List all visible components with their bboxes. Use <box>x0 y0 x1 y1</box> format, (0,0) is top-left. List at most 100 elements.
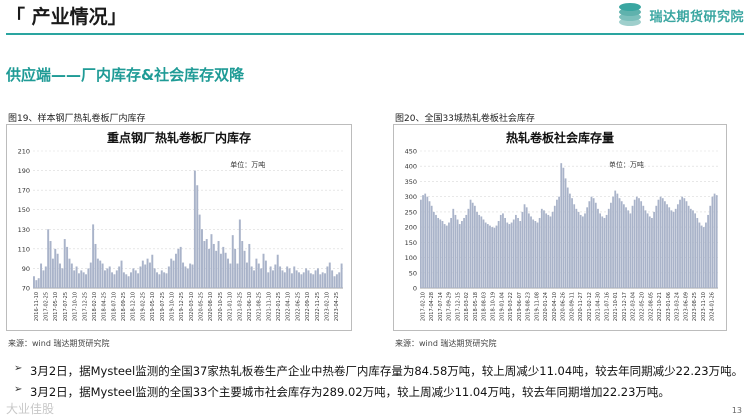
data-bar <box>504 217 506 288</box>
data-bar <box>536 222 539 288</box>
data-bar <box>456 219 459 288</box>
brand-name: 瑞达期货研究院 <box>649 9 744 25</box>
data-bar <box>300 274 303 288</box>
data-bar <box>607 208 610 288</box>
data-bar <box>130 272 132 288</box>
data-bar <box>165 273 168 288</box>
data-bar <box>122 272 125 288</box>
data-bar <box>73 270 76 288</box>
data-bar <box>676 204 679 288</box>
data-bar <box>316 268 319 288</box>
x-tick-label: 2023-03-24 <box>675 292 681 321</box>
data-bar <box>424 193 427 288</box>
data-bar <box>191 264 194 288</box>
data-bar <box>622 204 625 288</box>
x-tick-label: 2020-06-26 <box>561 292 567 321</box>
x-tick-label: 2019-08-23 <box>526 292 532 321</box>
x-tick-label: 2017-12-25 <box>82 292 88 321</box>
data-bar <box>264 260 267 288</box>
x-tick-label: 2020-05-25 <box>199 292 205 321</box>
x-tick-label: 2021-03-25 <box>237 292 243 321</box>
data-bar <box>713 193 716 288</box>
data-bar <box>493 227 496 288</box>
data-bar <box>672 211 675 288</box>
x-tick-label: 2018-02-10 <box>92 292 98 321</box>
data-bar <box>184 266 187 288</box>
x-tick-label: 2018-05-18 <box>473 292 479 321</box>
data-bar <box>94 243 97 288</box>
x-tick-label: 2019-10-10 <box>169 292 175 321</box>
y-tick-label: 110 <box>18 245 30 253</box>
x-tick-label: 2017-10-10 <box>73 292 79 321</box>
data-bar <box>137 273 140 288</box>
x-tick-label: 2021-02-12 <box>587 292 593 321</box>
data-bar <box>497 221 500 288</box>
data-bar <box>75 266 78 288</box>
data-bar <box>508 224 511 288</box>
x-tick-label: 2020-04-10 <box>552 292 558 321</box>
data-bar <box>646 213 649 288</box>
data-bar <box>333 276 336 288</box>
data-bar <box>551 211 554 288</box>
data-bar <box>422 195 424 288</box>
data-bar <box>54 248 57 288</box>
x-tick-label: 2022-11-25 <box>315 292 321 321</box>
data-bar <box>683 198 686 288</box>
data-bar <box>664 201 666 288</box>
data-bar <box>66 246 69 288</box>
data-bar <box>681 196 684 288</box>
data-bar <box>262 253 265 288</box>
data-bar <box>461 221 463 288</box>
data-bar <box>480 216 483 288</box>
y-tick-label: 170 <box>18 187 30 195</box>
data-bar <box>158 274 161 288</box>
y-tick-label: 150 <box>18 206 30 214</box>
y-tick-label: 100 <box>405 254 417 262</box>
data-bar <box>215 250 218 288</box>
data-bar <box>120 260 123 288</box>
data-bar <box>243 250 246 288</box>
data-bar <box>566 187 569 288</box>
data-bar <box>659 196 662 288</box>
data-bar <box>612 196 614 288</box>
source-left: 来源：wind 瑞达期货研究院 <box>8 339 110 348</box>
data-bar <box>47 229 50 288</box>
data-bar <box>210 234 213 288</box>
data-bar <box>148 262 151 288</box>
data-bar <box>534 221 537 288</box>
data-bar <box>59 263 61 288</box>
data-bar <box>538 217 541 288</box>
x-tick-label: 2017-09-29 <box>447 292 453 321</box>
x-tick-label: 2021-11-10 <box>266 292 272 321</box>
data-bar <box>321 272 324 288</box>
data-bar <box>274 264 277 288</box>
x-tick-label: 2020-11-27 <box>578 292 584 321</box>
y-tick-label: 0 <box>413 285 417 293</box>
chart-panel-right: 热轧卷板社会库存量 单位：万吨 0 50 100 150 200 250 300 350 400 45… <box>393 124 727 331</box>
chart-panel-left: 重点钢厂热轧卷板厂内库存 单位：万吨 70 90 110 130 150 170 190 210 2… <box>6 124 352 331</box>
data-bar <box>272 270 274 288</box>
data-bar <box>668 207 671 288</box>
data-bar <box>426 196 429 288</box>
data-bar <box>295 270 298 288</box>
x-tick-label: 2019-07-25 <box>160 292 166 321</box>
data-bar <box>586 207 589 288</box>
data-bar <box>307 270 310 288</box>
data-bar <box>616 193 619 288</box>
data-bar <box>153 268 156 288</box>
data-bar <box>319 274 322 288</box>
data-bar <box>167 266 170 288</box>
x-tick-label: 2017-02-10 <box>420 292 426 321</box>
data-bar <box>584 213 586 288</box>
x-tick-label: 2023-08-25 <box>692 292 698 321</box>
data-bar <box>281 270 284 288</box>
data-bar <box>592 198 595 288</box>
chart-title: 热轧卷板社会库存量 <box>506 130 614 145</box>
data-bar <box>540 208 543 288</box>
data-bar <box>502 213 504 288</box>
data-bar <box>517 217 519 288</box>
data-bar <box>260 268 263 288</box>
x-tick-label: 2022-03-04 <box>631 292 637 321</box>
data-bar <box>705 222 707 288</box>
data-bar <box>569 193 571 288</box>
